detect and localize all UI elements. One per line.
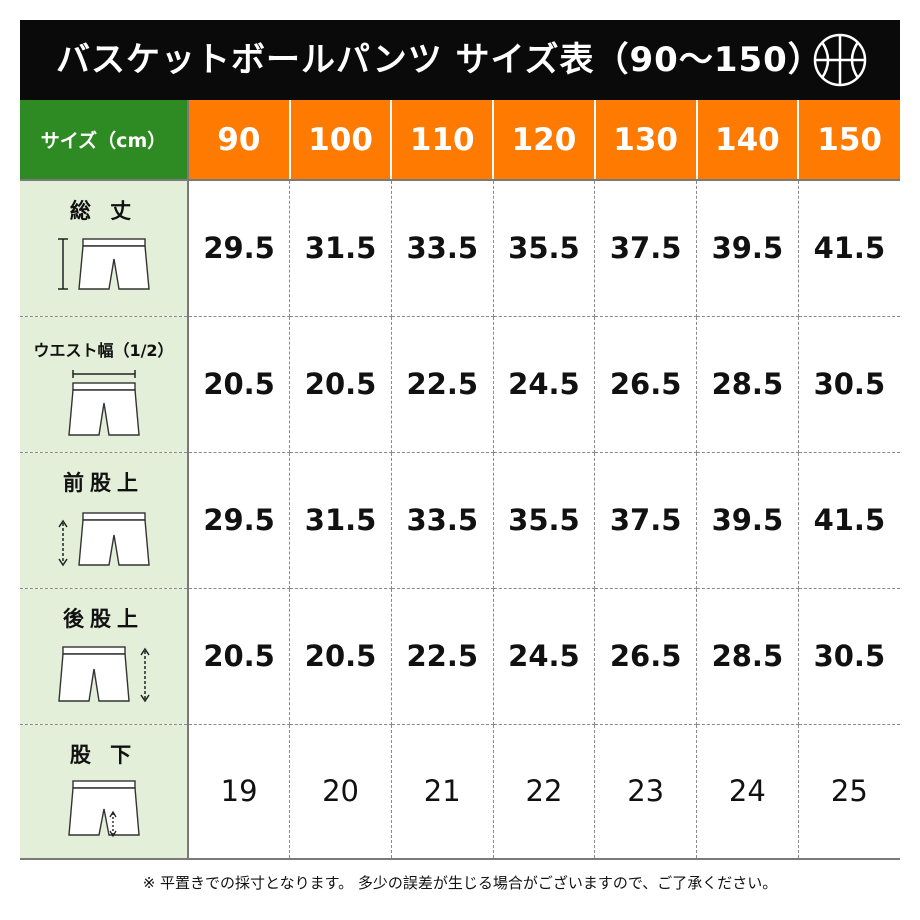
table-row: 前股上 29.5 31.5 33.5 35.5 37.5 39.5 41.5: [20, 452, 900, 589]
measurement-value: 28.5: [696, 588, 799, 725]
measurement-value: 22.5: [391, 316, 494, 453]
measurement-value: 22: [493, 724, 596, 860]
measurement-value: 19: [188, 724, 291, 860]
measurement-value: 37.5: [594, 180, 698, 317]
measurement-value: 39.5: [696, 452, 799, 589]
measurement-label: 股 下: [69, 742, 138, 767]
table-row: 後股上 20.5 20.5 22.5 24.5 26.5 28.5 30.5: [20, 588, 900, 725]
pants-front-rise-icon: [57, 511, 150, 566]
size-header: 110: [391, 100, 495, 181]
measurement-value: 25: [798, 724, 900, 860]
measurement-label-cell: 前股上: [20, 452, 189, 589]
measurement-value: 23: [594, 724, 698, 860]
measurement-value: 20.5: [188, 316, 291, 453]
pants-waist-width-icon: [67, 369, 140, 436]
measurement-value: 33.5: [391, 452, 494, 589]
measurement-value: 29.5: [188, 452, 291, 589]
measurement-label-cell: 股 下: [20, 724, 189, 860]
measurement-value: 20.5: [289, 316, 392, 453]
size-table: サイズ（cm） 90 100 110 120 130 140 150 総 丈 2…: [20, 100, 900, 860]
measurement-value: 20: [289, 724, 392, 860]
measurement-value: 20.5: [188, 588, 291, 725]
title-bar: バスケットボールパンツ サイズ表（90〜150）: [20, 20, 900, 100]
size-header: 150: [798, 100, 900, 181]
measurement-label: 後股上: [63, 606, 144, 631]
measurement-value: 37.5: [594, 452, 698, 589]
measurement-label-cell: 総 丈: [20, 180, 189, 317]
measurement-value: 35.5: [493, 452, 596, 589]
size-unit-label: サイズ（cm）: [20, 100, 189, 181]
measurement-value: 24.5: [493, 588, 596, 725]
pants-back-rise-icon: [57, 645, 150, 702]
measurement-value: 21: [391, 724, 494, 860]
measurement-value: 35.5: [493, 180, 596, 317]
measurement-value: 24: [696, 724, 799, 860]
measurement-value: 30.5: [798, 316, 900, 453]
size-header: 140: [696, 100, 800, 181]
pants-total-length-icon: [57, 238, 150, 290]
measurement-value: 41.5: [798, 180, 900, 317]
measurement-value: 24.5: [493, 316, 596, 453]
pants-inseam-icon: [67, 779, 140, 837]
basketball-icon: [813, 33, 867, 87]
measurement-value: 30.5: [798, 588, 900, 725]
measurement-value: 28.5: [696, 316, 799, 453]
table-row: 股 下 19 20 21 22 23 24 25: [20, 724, 900, 860]
table-row: 総 丈 29.5 31.5 33.5 35.5 37.5 39.5 41.5: [20, 180, 900, 317]
measurement-label: ウエスト幅（1/2）: [33, 340, 174, 360]
size-header: 130: [594, 100, 698, 181]
measurement-value: 41.5: [798, 452, 900, 589]
measurement-value: 22.5: [391, 588, 494, 725]
measurement-value: 31.5: [289, 452, 392, 589]
measurement-label-cell: 後股上: [20, 588, 189, 725]
measurement-value: 20.5: [289, 588, 392, 725]
measurement-value: 26.5: [594, 588, 698, 725]
size-header: 100: [289, 100, 393, 181]
measurement-value: 31.5: [289, 180, 392, 317]
page-title: バスケットボールパンツ サイズ表（90〜150）: [56, 40, 823, 80]
measurement-label-cell: ウエスト幅（1/2）: [20, 316, 189, 453]
measurement-value: 26.5: [594, 316, 698, 453]
measurement-value: 39.5: [696, 180, 799, 317]
footnote: ※ 平置きでの採寸となります。 多少の誤差が生じる場合がございますので、ご了承く…: [142, 874, 778, 892]
measurement-value: 29.5: [188, 180, 291, 317]
size-header: 90: [188, 100, 291, 181]
measurement-value: 33.5: [391, 180, 494, 317]
table-row: ウエスト幅（1/2） 20.5 20.5 22.5 24.5 26.5 28.5…: [20, 316, 900, 453]
measurement-label: 前股上: [63, 470, 144, 495]
measurement-label: 総 丈: [69, 199, 138, 223]
size-header-row: サイズ（cm） 90 100 110 120 130 140 150: [20, 100, 900, 181]
size-header: 120: [493, 100, 596, 181]
